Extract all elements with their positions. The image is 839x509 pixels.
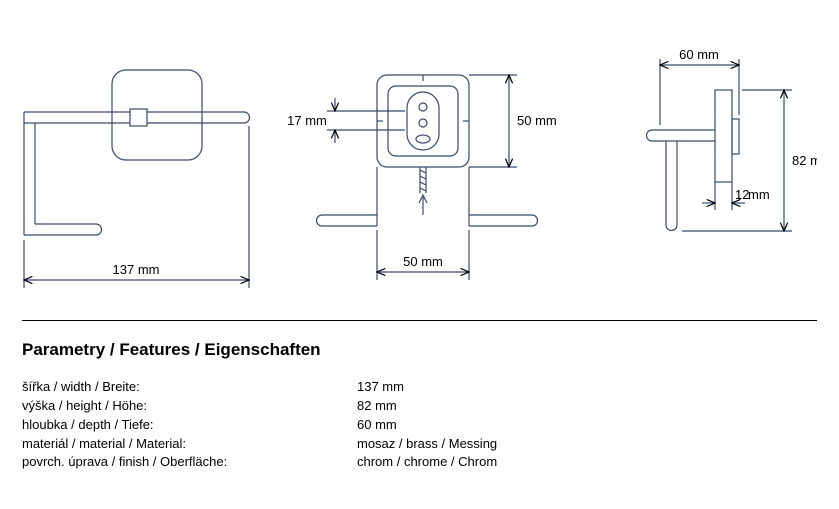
front-view: 137 mm bbox=[24, 70, 250, 288]
param-value: 82 mm bbox=[357, 397, 497, 416]
dim-50h: 50 mm bbox=[517, 113, 557, 128]
dim-60: 60 mm bbox=[679, 47, 719, 62]
technical-drawings: 137 mm bbox=[22, 20, 817, 280]
param-value: mosaz / brass / Messing bbox=[357, 435, 497, 454]
param-label: výška / height / Höhe: bbox=[22, 397, 357, 416]
parameters-section: Parametry / Features / Eigenschaften šíř… bbox=[22, 340, 817, 472]
table-row: výška / height / Höhe:82 mm bbox=[22, 397, 497, 416]
dim-82: 82 mm bbox=[792, 153, 817, 168]
table-row: šířka / width / Breite:137 mm bbox=[22, 378, 497, 397]
dim-12-unit: mm bbox=[748, 187, 770, 202]
section-divider bbox=[22, 320, 817, 321]
dim-50w: 50 mm bbox=[403, 254, 443, 269]
param-label: hloubka / depth / Tiefe: bbox=[22, 416, 357, 435]
param-label: šířka / width / Breite: bbox=[22, 378, 357, 397]
table-row: povrch. úprava / finish / Oberfläche:chr… bbox=[22, 453, 497, 472]
dim-17: 17 mm bbox=[287, 113, 327, 128]
parameters-heading: Parametry / Features / Eigenschaften bbox=[22, 340, 817, 360]
table-row: hloubka / depth / Tiefe:60 mm bbox=[22, 416, 497, 435]
param-value: 137 mm bbox=[357, 378, 497, 397]
param-value: 60 mm bbox=[357, 416, 497, 435]
parameters-table: šířka / width / Breite:137 mmvýška / hei… bbox=[22, 378, 497, 472]
top-view: 17 mm 50 mm 50 mm bbox=[287, 75, 557, 280]
param-label: materiál / material / Material: bbox=[22, 435, 357, 454]
side-view: 60 mm 82 mm 12 mm bbox=[647, 47, 818, 231]
param-label: povrch. úprava / finish / Oberfläche: bbox=[22, 453, 357, 472]
param-value: chrom / chrome / Chrom bbox=[357, 453, 497, 472]
dim-width: 137 mm bbox=[113, 262, 160, 277]
table-row: materiál / material / Material:mosaz / b… bbox=[22, 435, 497, 454]
